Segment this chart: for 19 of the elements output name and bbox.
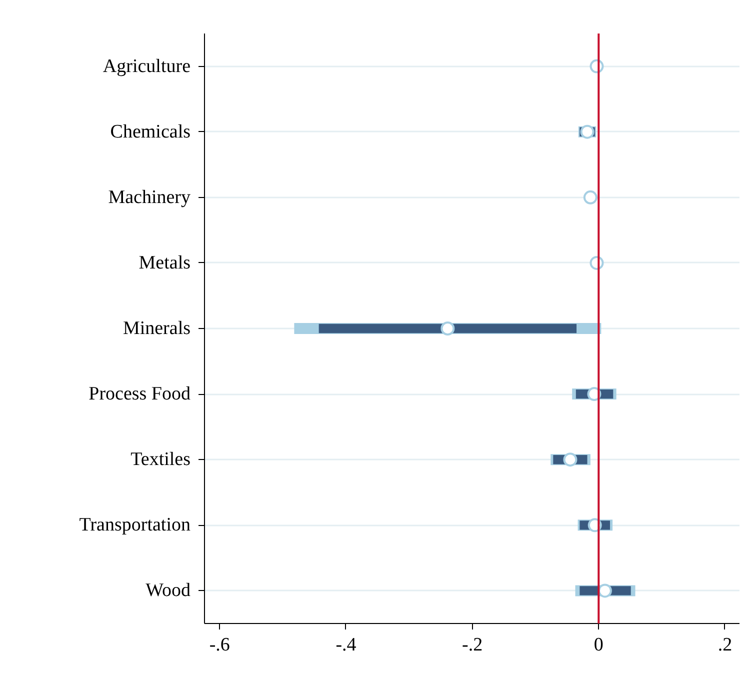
y-tick-label: Textiles	[130, 449, 191, 470]
point	[440, 322, 455, 336]
y-tick-label: Machinery	[108, 186, 191, 208]
y-tick-label: Agriculture	[102, 56, 190, 77]
y-tick-label: Metals	[138, 252, 191, 274]
x-tick-label: .2	[718, 634, 732, 656]
x-tick-label: -.6	[209, 634, 230, 656]
point	[598, 584, 612, 598]
y-tick-label: Chemicals	[110, 121, 190, 142]
x-tick-label: -.4	[336, 634, 357, 656]
y-tick-label: Process Food	[88, 384, 191, 405]
point	[583, 190, 598, 204]
y-tick-label: Transportation	[79, 514, 191, 536]
y-tick-label: Wood	[146, 580, 191, 602]
bar	[318, 324, 577, 334]
y-tick-label: Minerals	[122, 318, 191, 339]
x-tick-label: -.2	[462, 634, 483, 656]
point	[563, 452, 578, 467]
x-tick-label: 0	[594, 634, 604, 656]
